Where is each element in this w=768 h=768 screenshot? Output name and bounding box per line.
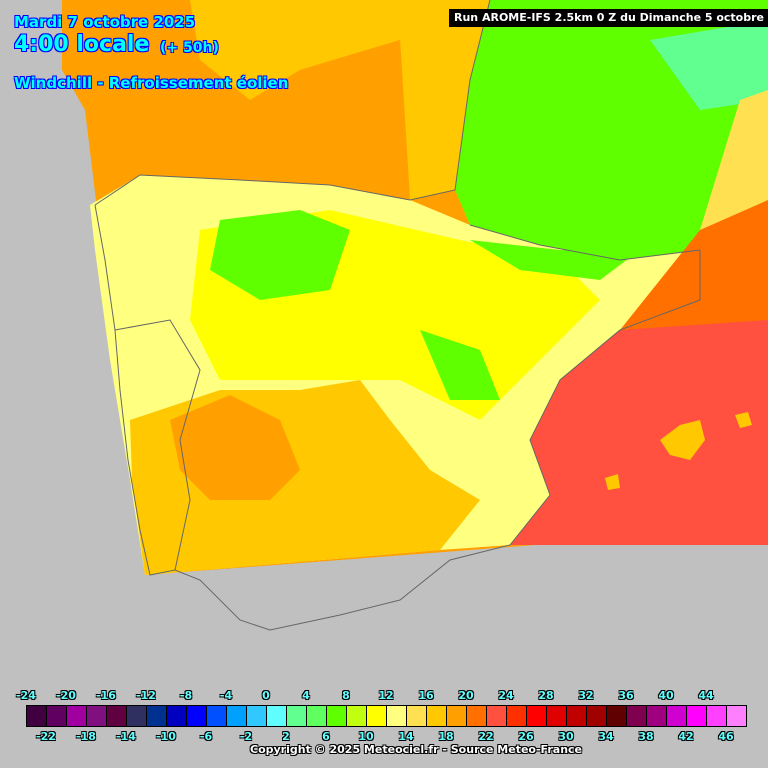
- legend-label: 30: [558, 730, 574, 743]
- legend-swatch: [267, 706, 287, 726]
- legend-swatch: [87, 706, 107, 726]
- iberia-south-deep-orange: [170, 395, 300, 500]
- legend-swatch: [207, 706, 227, 726]
- legend-label: 24: [498, 689, 514, 702]
- legend-label: -8: [179, 689, 193, 702]
- legend-swatch: [627, 706, 647, 726]
- legend-label: 0: [262, 689, 270, 702]
- ocean-north-yellow: [190, 0, 490, 200]
- legend-label: -16: [96, 689, 116, 702]
- legend-label: 26: [518, 730, 534, 743]
- legend-label: 12: [378, 689, 394, 702]
- legend-swatch: [67, 706, 87, 726]
- legend-label: 2: [282, 730, 290, 743]
- iberia-north-green: [210, 210, 640, 400]
- legend-label: -20: [56, 689, 76, 702]
- france-lightgreen: [650, 20, 768, 110]
- legend-swatch: [407, 706, 427, 726]
- legend-swatch: [27, 706, 47, 726]
- legend-swatch: [647, 706, 667, 726]
- legend-label: 18: [438, 730, 454, 743]
- legend-label: -12: [136, 689, 156, 702]
- balearic-islands: [605, 412, 752, 490]
- legend-label: 42: [678, 730, 694, 743]
- legend-swatch: [187, 706, 207, 726]
- legend-swatch: [467, 706, 487, 726]
- legend-label: 8: [342, 689, 350, 702]
- legend-label: -18: [76, 730, 96, 743]
- legend-label: -22: [36, 730, 56, 743]
- legend-swatch: [347, 706, 367, 726]
- legend-swatch: [727, 706, 746, 726]
- mediterranean-orange: [620, 200, 768, 330]
- legend-label: -14: [116, 730, 136, 743]
- forecast-date: Mardi 7 octobre 2025: [14, 13, 196, 31]
- legend-swatch: [507, 706, 527, 726]
- legend-label: 10: [358, 730, 374, 743]
- legend-swatch: [387, 706, 407, 726]
- legend-label: 34: [598, 730, 614, 743]
- legend-label: 46: [718, 730, 734, 743]
- variable-name: Windchill - Refroissement éolien: [14, 74, 289, 92]
- legend-swatch: [607, 706, 627, 726]
- bay-of-biscay: [240, 40, 410, 200]
- color-scale-legend: [26, 705, 747, 727]
- coastline: [94, 0, 701, 631]
- legend-swatch: [567, 706, 587, 726]
- legend-swatch: [107, 706, 127, 726]
- borders: [114, 224, 701, 571]
- model-run-label: Run AROME-IFS 2.5km 0 Z du Dimanche 5 oc…: [449, 9, 768, 27]
- legend-swatch: [127, 706, 147, 726]
- legend-label: 32: [578, 689, 594, 702]
- legend-swatch: [307, 706, 327, 726]
- legend-swatch: [167, 706, 187, 726]
- forecast-lead-time: (+ 50h): [160, 40, 219, 56]
- legend-swatch: [367, 706, 387, 726]
- legend-label: -10: [156, 730, 176, 743]
- legend-label: 40: [658, 689, 674, 702]
- legend-swatch: [707, 706, 727, 726]
- legend-swatch: [427, 706, 447, 726]
- legend-swatch: [587, 706, 607, 726]
- legend-label: 4: [302, 689, 310, 702]
- legend-swatch: [527, 706, 547, 726]
- legend-label: -6: [199, 730, 213, 743]
- legend-swatch: [227, 706, 247, 726]
- legend-swatch: [47, 706, 67, 726]
- legend-label: -24: [16, 689, 36, 702]
- legend-swatch: [287, 706, 307, 726]
- legend-label: 36: [618, 689, 634, 702]
- legend-label: 14: [398, 730, 414, 743]
- legend-swatch: [247, 706, 267, 726]
- legend-label: 38: [638, 730, 654, 743]
- legend-swatch: [547, 706, 567, 726]
- legend-label: 16: [418, 689, 434, 702]
- legend-label: 28: [538, 689, 554, 702]
- legend-label: 20: [458, 689, 474, 702]
- legend-swatch: [447, 706, 467, 726]
- legend-swatch: [667, 706, 687, 726]
- legend-label: -4: [219, 689, 233, 702]
- mediterranean-red: [510, 320, 768, 545]
- legend-swatch: [327, 706, 347, 726]
- legend-swatch: [487, 706, 507, 726]
- forecast-time: 4:00 locale: [14, 32, 150, 57]
- legend-label: 44: [698, 689, 714, 702]
- legend-label: -2: [239, 730, 253, 743]
- legend-swatch: [147, 706, 167, 726]
- legend-label: 22: [478, 730, 494, 743]
- legend-swatch: [687, 706, 707, 726]
- legend-label: 6: [322, 730, 330, 743]
- copyright: Copyright © 2025 Meteociel.fr - Source M…: [250, 743, 583, 756]
